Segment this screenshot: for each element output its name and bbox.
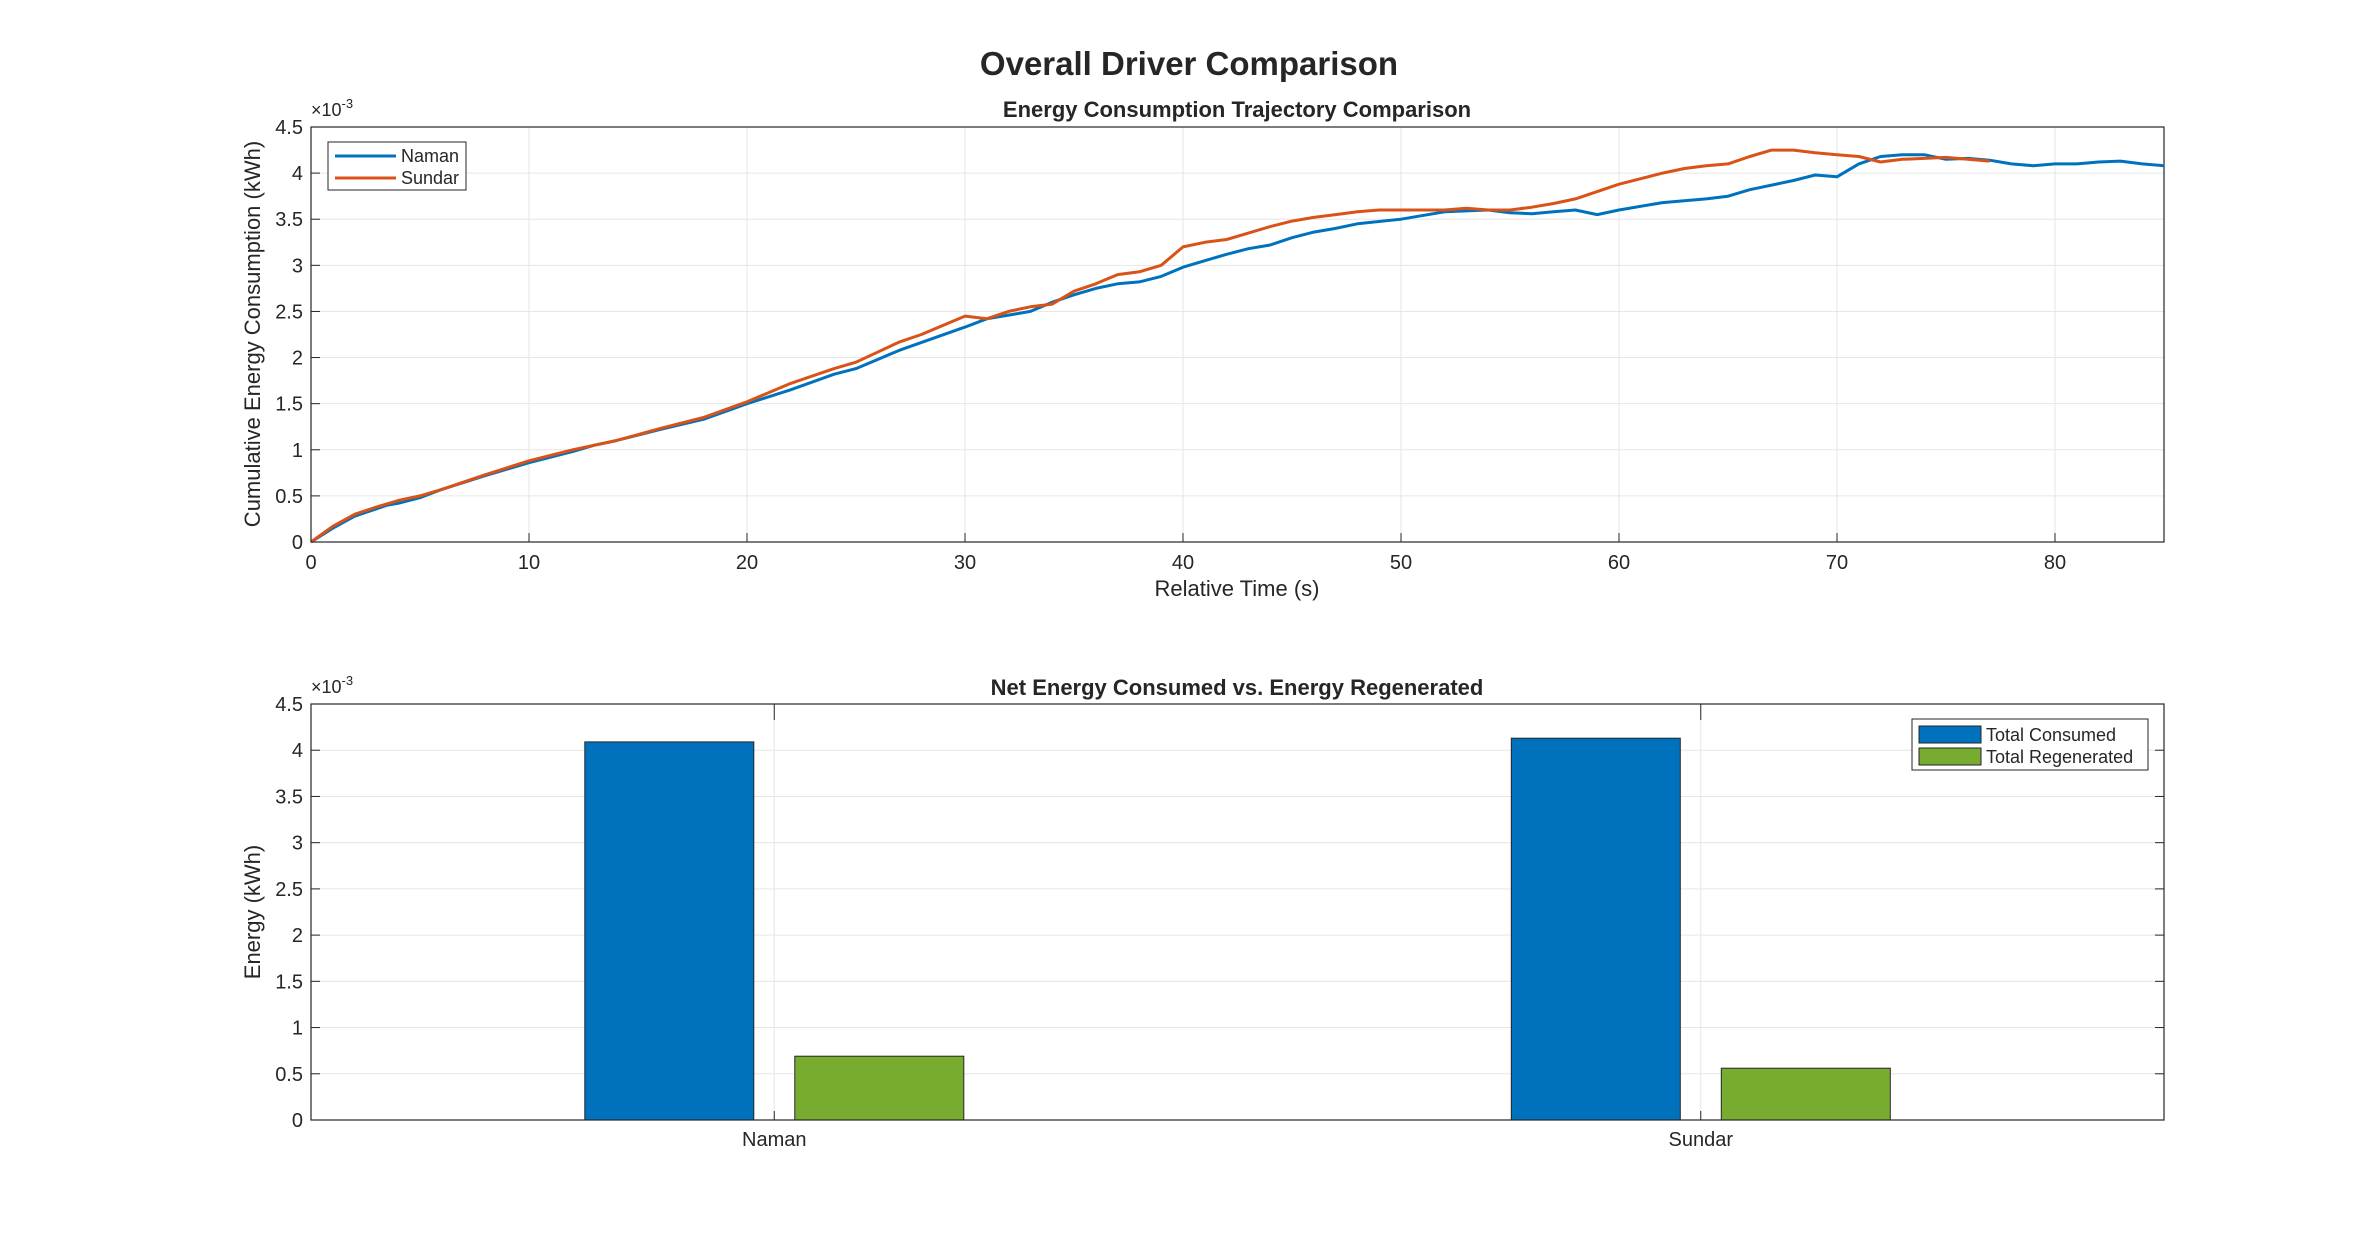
line-chart-y-multiplier: ×10-3	[311, 96, 353, 120]
line-chart-ticks: 0 10 20 30 40 50 60 70 80 0 0.5 1 1.5 2 2.5 3 3.5 4 4.5	[275, 117, 2066, 574]
y-tick-label: 3	[292, 833, 303, 855]
bar-chart-y-label: Energy (kWh)	[240, 845, 265, 979]
x-tick-label: 50	[1390, 552, 1412, 574]
legend-swatch-total-consumed	[1918, 725, 1982, 744]
bar-chart-bars	[584, 737, 1891, 1121]
line-chart-series	[310, 148, 2165, 544]
bar-chart-title: Net Energy Consumed vs. Energy Regenerat…	[991, 675, 1484, 700]
legend-label-total-consumed: Total Consumed	[1986, 725, 2116, 745]
y-tick-label: 1.5	[275, 971, 303, 993]
y-tick-label: 0.5	[275, 486, 303, 508]
y-tick-label: 3.5	[275, 786, 303, 808]
line-chart-y-label: Cumulative Energy Consumption (kWh)	[240, 141, 265, 527]
y-tick-label: 4	[292, 740, 303, 762]
bar-chart-ticks: 0 0.5 1 1.5 2 2.5 3 3.5 4 4.5 Naman Sundar	[275, 694, 2164, 1151]
line-chart-axes-box	[310, 126, 2165, 543]
bar-total-consumed-naman	[584, 741, 755, 1121]
y-tick-label: 2	[292, 348, 303, 370]
x-tick-label: 30	[954, 552, 976, 574]
line-chart-x-label: Relative Time (s)	[1154, 576, 1319, 601]
y-tick-label: 1.5	[275, 394, 303, 416]
legend-swatch-total-regenerated	[1918, 747, 1982, 766]
bar-total-regenerated-naman	[794, 1055, 965, 1121]
y-tick-label: 0.5	[275, 1064, 303, 1086]
y-tick-label: 3.5	[275, 209, 303, 231]
y-tick-label: 3	[292, 255, 303, 277]
x-tick-label: 70	[1826, 552, 1848, 574]
line-chart-legend-box	[327, 141, 467, 191]
y-tick-label: 4	[292, 163, 303, 185]
y-tick-label: 2.5	[275, 879, 303, 901]
x-tick-label: 60	[1608, 552, 1630, 574]
line-chart-title: Energy Consumption Trajectory Comparison	[1003, 97, 1471, 122]
y-tick-label: 2	[292, 925, 303, 947]
legend-label-naman: Naman	[401, 146, 459, 166]
series-line-naman	[310, 153, 2165, 544]
series-line-sundar	[310, 148, 1990, 544]
y-tick-label: 4.5	[275, 694, 303, 716]
bar-total-consumed-sundar	[1510, 737, 1681, 1121]
legend-label-total-regenerated: Total Regenerated	[1986, 747, 2133, 767]
y-tick-label: 0	[292, 532, 303, 554]
line-chart-legend: Naman Sundar	[327, 141, 467, 191]
bar-chart: Net Energy Consumed vs. Energy Regenerat…	[240, 673, 2165, 1151]
line-chart-grid	[310, 126, 2164, 543]
bar-chart-y-multiplier: ×10-3	[311, 673, 353, 697]
bar-chart-legend: Total Consumed Total Regenerated	[1911, 718, 2149, 771]
x-tick-label: 10	[518, 552, 540, 574]
x-tick-label: 40	[1172, 552, 1194, 574]
line-chart: Energy Consumption Trajectory Comparison…	[240, 96, 2165, 601]
x-tick-label: 0	[305, 552, 316, 574]
y-tick-label: 0	[292, 1110, 303, 1132]
figure-title: Overall Driver Comparison	[980, 45, 1398, 82]
bar-chart-axes-box	[310, 703, 2165, 1121]
y-tick-label: 1	[292, 440, 303, 462]
y-tick-label: 4.5	[275, 117, 303, 139]
y-tick-label: 2.5	[275, 301, 303, 323]
category-label-naman: Naman	[742, 1129, 806, 1151]
x-tick-label: 80	[2044, 552, 2066, 574]
bar-total-regenerated-sundar	[1720, 1067, 1891, 1121]
x-tick-label: 20	[736, 552, 758, 574]
category-label-sundar: Sundar	[1669, 1129, 1734, 1151]
y-tick-label: 1	[292, 1018, 303, 1040]
legend-label-sundar: Sundar	[401, 168, 459, 188]
